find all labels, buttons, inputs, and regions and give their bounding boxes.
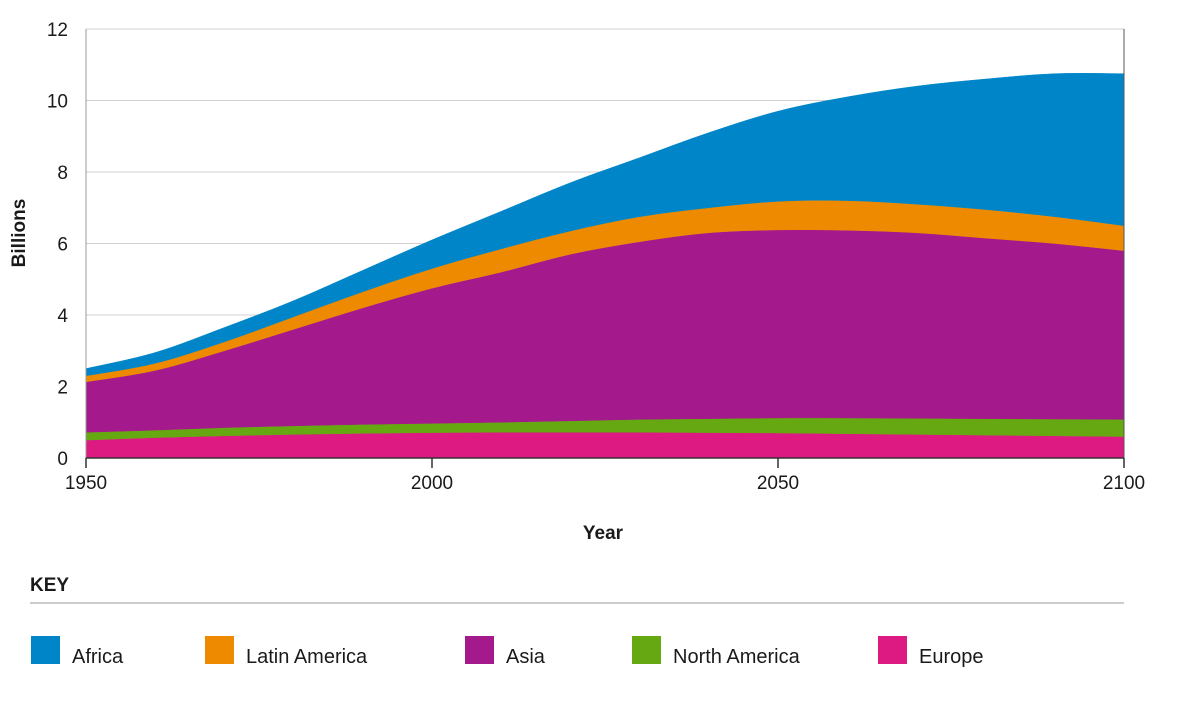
y-tick-label: 4 [57,306,68,327]
legend-label-latin-america: Latin America [246,646,368,668]
x-tick-label: 1950 [65,473,107,494]
legend-label-africa: Africa [72,646,124,668]
y-tick-label: 2 [57,378,68,399]
x-tick-label: 2050 [757,473,799,494]
legend-label-asia: Asia [506,646,546,668]
y-tick-label: 0 [57,449,68,470]
y-tick-labels: 0 2 4 6 8 10 12 [47,20,69,470]
y-tick-label: 6 [57,235,68,256]
legend-title: KEY [30,575,69,596]
legend-swatch-north-america [632,636,661,664]
y-axis-label: Billions [9,199,30,268]
x-tick-labels: 1950 2000 2050 2100 [65,473,1145,494]
legend-swatch-latin-america [205,636,234,664]
legend: Africa Latin America Asia North America Euro… [31,636,984,668]
x-tick-label: 2000 [411,473,453,494]
y-tick-label: 8 [57,163,68,184]
x-tick-label: 2100 [1103,473,1145,494]
area-europe [85,431,1125,459]
legend-label-europe: Europe [919,646,984,668]
y-tick-label: 12 [47,20,68,41]
legend-swatch-africa [31,636,60,664]
y-tick-label: 10 [47,92,68,113]
legend-swatch-asia [465,636,494,664]
axes [85,29,1125,468]
x-axis-label: Year [583,523,624,544]
legend-swatch-europe [878,636,907,664]
area-series [85,73,1125,459]
legend-label-north-america: North America [673,646,801,668]
